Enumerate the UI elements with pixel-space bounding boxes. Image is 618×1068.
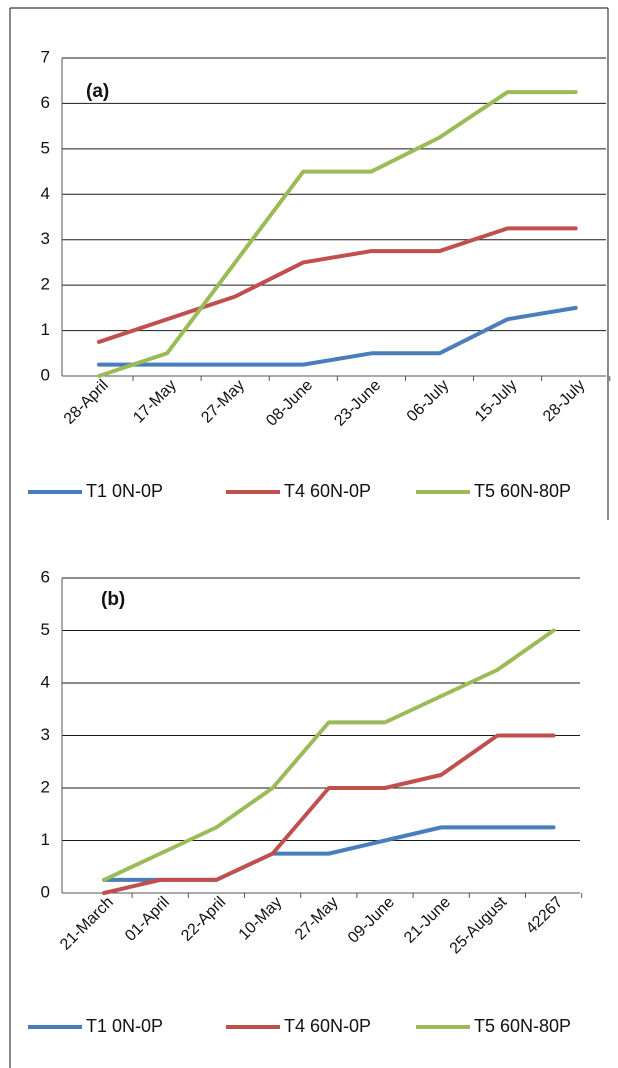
series-line-t5-60n-80p — [97, 90, 578, 378]
legend-label: T5 60N-80P — [474, 1016, 571, 1036]
x-tick-label: 23-June — [331, 377, 384, 430]
y-tick-label: 3 — [41, 229, 50, 248]
x-tick-label: 22-April — [178, 894, 229, 945]
y-tick-label: 2 — [41, 777, 50, 796]
x-tick-label: 08-June — [263, 377, 316, 430]
y-tick-label: 0 — [41, 882, 50, 901]
chart-panel-a: 0 1 2 3 4 5 6 7 28-April 17-May 27-May 08-June 23-Ju… — [28, 47, 611, 501]
y-tick-label: 5 — [41, 620, 50, 639]
y-tick-label: 0 — [41, 365, 50, 384]
y-tick-label: 7 — [41, 47, 50, 66]
series-line-t4-60n-0p — [97, 226, 578, 344]
panel-label: (a) — [86, 81, 109, 102]
series-line-t1-0n-0p — [97, 305, 578, 367]
x-tick-label: 21-June — [401, 894, 454, 947]
y-tick-label: 5 — [41, 138, 50, 157]
x-tick-label: 27-May — [198, 377, 248, 427]
legend: T1 0N-0P T4 60N-0P T5 60N-80P — [28, 481, 571, 501]
series-line-t5-60n-80p — [102, 628, 556, 882]
legend-label: T5 60N-80P — [474, 481, 571, 501]
legend-label: T1 0N-0P — [86, 481, 163, 501]
y-tick-label: 6 — [41, 93, 50, 112]
y-tick-label: 1 — [41, 830, 50, 849]
x-tick-label: 15-July — [472, 377, 520, 425]
y-tick-label: 4 — [41, 184, 50, 203]
series-line-t4-60n-0p — [102, 733, 556, 895]
y-tick-label: 1 — [41, 320, 50, 339]
legend-label: T1 0N-0P — [86, 1016, 163, 1036]
x-tick-label: 25-August — [447, 893, 511, 957]
x-tick-label: 17-May — [130, 377, 180, 427]
x-tick-label: 01-April — [122, 894, 173, 945]
x-tick-label: 21-March — [57, 894, 117, 954]
x-tick-label: 10-May — [236, 894, 286, 944]
legend: T1 0N-0P T4 60N-0P T5 60N-80P — [28, 1016, 571, 1036]
x-tick-label: 42267 — [523, 894, 567, 938]
x-tick-label: 27-May — [292, 894, 342, 944]
x-tick-label: 28-April — [61, 377, 112, 428]
panel-label: (b) — [101, 589, 125, 610]
y-tick-label: 4 — [41, 672, 50, 691]
legend-label: T4 60N-0P — [284, 1016, 371, 1036]
y-tick-label: 6 — [41, 567, 50, 586]
legend-label: T4 60N-0P — [284, 481, 371, 501]
chart-panel-b: 0 1 2 3 4 5 6 21-March 01-April 22-April 10-May 27-… — [28, 567, 583, 1036]
y-tick-label: 3 — [41, 725, 50, 744]
x-tick-label: 09-June — [345, 894, 398, 947]
x-tick-label: 28-July — [540, 377, 588, 425]
y-tick-label: 2 — [41, 275, 50, 294]
x-tick-label: 06-July — [404, 377, 452, 425]
